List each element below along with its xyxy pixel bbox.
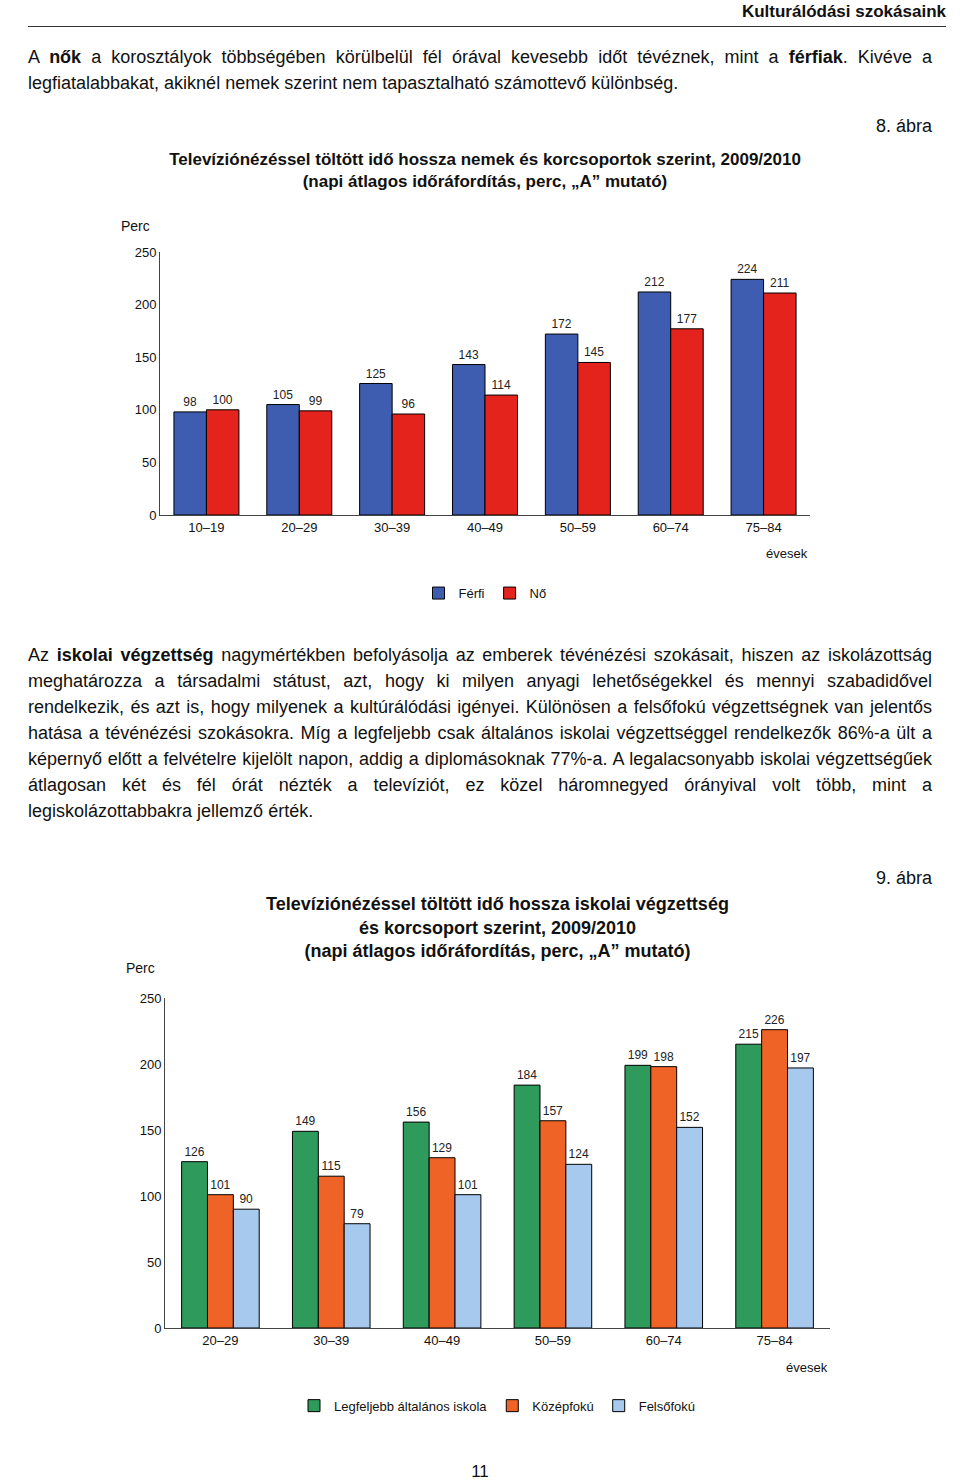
- svg-text:Perc: Perc: [126, 960, 155, 976]
- svg-text:Televíziónézéssel töltött idő: Televíziónézéssel töltött idő hossza nem…: [169, 150, 801, 191]
- svg-text:100: 100: [140, 1189, 162, 1204]
- svg-text:199: 199: [628, 1048, 648, 1062]
- svg-text:250: 250: [140, 991, 162, 1006]
- svg-text:96: 96: [402, 397, 416, 411]
- svg-text:143: 143: [459, 348, 479, 362]
- svg-text:60–74: 60–74: [646, 1333, 682, 1348]
- svg-text:90: 90: [239, 1192, 253, 1206]
- svg-text:évesek: évesek: [786, 1360, 828, 1375]
- svg-text:79: 79: [350, 1207, 364, 1221]
- svg-text:75–84: 75–84: [745, 520, 781, 535]
- svg-text:0: 0: [149, 508, 156, 523]
- svg-text:40–49: 40–49: [424, 1333, 460, 1348]
- svg-text:101: 101: [458, 1178, 478, 1192]
- svg-text:98: 98: [183, 395, 197, 409]
- html-text:Kulturálódási szokásaink: Kulturálódási szokásaink: [741, 2, 946, 21]
- svg-text:Középfokú: Középfokú: [532, 1399, 593, 1414]
- svg-text:100: 100: [135, 402, 157, 417]
- svg-text:20–29: 20–29: [202, 1333, 238, 1348]
- svg-text:10–19: 10–19: [188, 520, 224, 535]
- svg-text:215: 215: [739, 1027, 759, 1041]
- svg-text:99: 99: [309, 394, 323, 408]
- svg-text:40–49: 40–49: [467, 520, 503, 535]
- svg-text:150: 150: [135, 350, 157, 365]
- svg-text:114: 114: [492, 378, 511, 392]
- svg-text:20–29: 20–29: [281, 520, 317, 535]
- svg-text:150: 150: [140, 1123, 162, 1138]
- svg-text:124: 124: [569, 1147, 589, 1161]
- svg-text:145: 145: [584, 345, 604, 359]
- svg-text:60–74: 60–74: [653, 520, 689, 535]
- html-text:9. ábra: 9. ábra: [876, 868, 932, 888]
- svg-text:115: 115: [322, 1159, 341, 1173]
- svg-text:Nő: Nő: [530, 586, 547, 601]
- svg-text:30–39: 30–39: [374, 520, 410, 535]
- html-text:A nők a korosztályok többségéb: A nők a korosztályok többségében körülbe…: [28, 47, 932, 93]
- html-text:11: 11: [471, 1462, 489, 1481]
- svg-text:125: 125: [366, 367, 386, 381]
- svg-text:105: 105: [273, 388, 293, 402]
- svg-text:129: 129: [432, 1141, 452, 1155]
- svg-text:156: 156: [406, 1105, 426, 1119]
- svg-text:250: 250: [135, 245, 157, 260]
- svg-text:Legfeljebb általános iskola: Legfeljebb általános iskola: [334, 1399, 487, 1414]
- svg-text:224: 224: [737, 262, 757, 276]
- svg-text:198: 198: [654, 1050, 674, 1064]
- svg-text:50–59: 50–59: [535, 1333, 571, 1348]
- svg-text:101: 101: [210, 1178, 230, 1192]
- svg-text:0: 0: [154, 1321, 161, 1336]
- svg-text:126: 126: [184, 1145, 204, 1159]
- html-text:Az iskolai végzettség nagymért: Az iskolai végzettség nagymértékben befo…: [28, 645, 932, 821]
- svg-text:226: 226: [764, 1013, 784, 1027]
- svg-text:200: 200: [135, 297, 157, 312]
- svg-text:Felsőfokú: Felsőfokú: [639, 1399, 695, 1414]
- svg-text:200: 200: [140, 1057, 162, 1072]
- svg-text:Férfi: Férfi: [459, 586, 485, 601]
- svg-text:211: 211: [770, 276, 789, 290]
- svg-text:Perc: Perc: [121, 218, 150, 234]
- svg-text:212: 212: [644, 275, 664, 289]
- svg-text:177: 177: [677, 312, 697, 326]
- svg-text:149: 149: [295, 1114, 315, 1128]
- svg-text:75–84: 75–84: [757, 1333, 793, 1348]
- html-text:8. ábra: 8. ábra: [876, 116, 932, 136]
- svg-text:172: 172: [551, 317, 571, 331]
- svg-text:Televíziónézéssel töltött idő: Televíziónézéssel töltött idő hossza isk…: [266, 894, 729, 961]
- svg-text:50: 50: [147, 1255, 161, 1270]
- svg-text:157: 157: [543, 1104, 563, 1118]
- svg-text:50–59: 50–59: [560, 520, 596, 535]
- svg-text:30–39: 30–39: [313, 1333, 349, 1348]
- svg-text:152: 152: [679, 1110, 699, 1124]
- svg-text:50: 50: [142, 455, 156, 470]
- svg-text:184: 184: [517, 1068, 537, 1082]
- svg-text:évesek: évesek: [766, 546, 808, 561]
- svg-text:100: 100: [213, 393, 233, 407]
- svg-text:197: 197: [790, 1051, 810, 1065]
